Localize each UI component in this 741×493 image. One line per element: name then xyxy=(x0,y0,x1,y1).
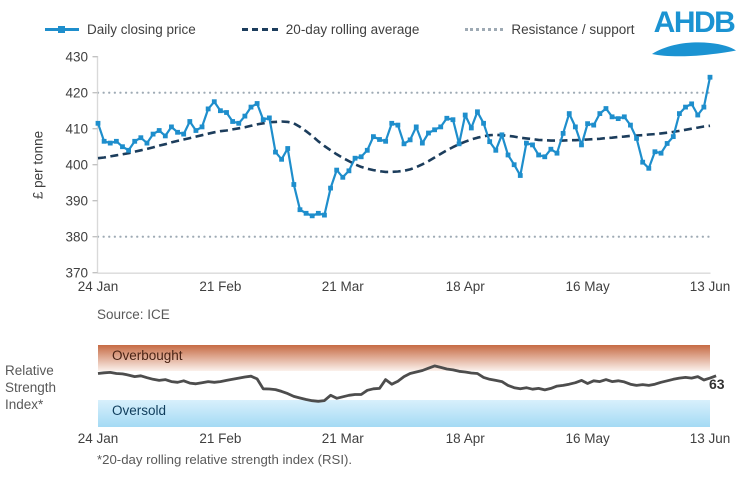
svg-text:380: 380 xyxy=(65,230,88,245)
ahdb-logo-text: AHDB xyxy=(653,6,736,39)
svg-text:13 Jun: 13 Jun xyxy=(690,431,731,446)
legend-label: Resistance / support xyxy=(511,22,635,37)
dotted-line-icon xyxy=(465,28,504,31)
svg-text:21 Feb: 21 Feb xyxy=(199,431,241,446)
svg-text:16 May: 16 May xyxy=(565,431,610,446)
svg-text:18 Apr: 18 Apr xyxy=(446,279,486,294)
line-marker-icon xyxy=(45,25,79,34)
rsi-axis-title: Relative Strength Index* xyxy=(5,363,57,412)
ahdb-logo: AHDB xyxy=(650,8,738,57)
svg-text:24 Jan: 24 Jan xyxy=(78,279,119,294)
svg-text:430: 430 xyxy=(65,50,88,65)
svg-text:21 Mar: 21 Mar xyxy=(322,279,365,294)
rsi-end-value: 63 xyxy=(709,376,725,392)
legend-item-daily-closing-price: Daily closing price xyxy=(45,22,196,37)
svg-text:21 Mar: 21 Mar xyxy=(322,431,365,446)
legend-label: 20-day rolling average xyxy=(285,22,420,37)
svg-text:390: 390 xyxy=(65,194,88,209)
rsi-chart: 24 Jan 21 Feb 21 Mar 18 Apr 16 May 13 Jun xyxy=(78,345,731,446)
main-price-chart: 370 380 390 400 410 420 430 24 Jan 21 Feb 21 Mar 1… xyxy=(65,50,731,295)
legend: Daily closing price 20-day rolling avera… xyxy=(45,22,634,37)
rsi-footnote: *20-day rolling relative strength index … xyxy=(97,452,353,467)
svg-text:21 Feb: 21 Feb xyxy=(199,279,241,294)
svg-text:18 Apr: 18 Apr xyxy=(446,431,486,446)
svg-text:24 Jan: 24 Jan xyxy=(78,431,119,446)
svg-text:420: 420 xyxy=(65,86,88,101)
svg-text:410: 410 xyxy=(65,122,88,137)
legend-item-resistance-support: Resistance / support xyxy=(465,22,634,37)
overbought-band-label: Overbought xyxy=(112,348,183,363)
legend-label: Daily closing price xyxy=(87,22,196,37)
svg-text:370: 370 xyxy=(65,266,88,281)
svg-text:13 Jun: 13 Jun xyxy=(690,279,731,294)
svg-text:16 May: 16 May xyxy=(565,279,610,294)
ahdb-logo-swoosh-icon xyxy=(652,42,736,57)
dashed-line-icon xyxy=(241,28,278,31)
svg-text:400: 400 xyxy=(65,158,88,173)
source-note: Source: ICE xyxy=(97,307,170,322)
oversold-band-label: Oversold xyxy=(112,403,167,418)
legend-item-rolling-average: 20-day rolling average xyxy=(241,22,420,37)
